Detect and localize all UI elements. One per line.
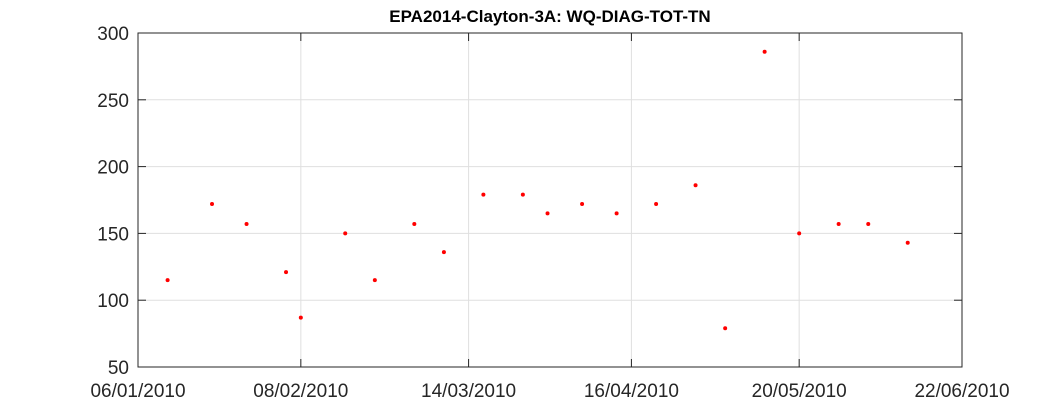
y-tick-label: 50	[108, 358, 129, 379]
data-point	[442, 250, 446, 254]
data-point	[837, 222, 841, 226]
y-tick-label: 150	[97, 224, 129, 245]
data-point	[906, 241, 910, 245]
data-point	[245, 222, 249, 226]
data-point	[166, 278, 170, 282]
data-point	[521, 193, 525, 197]
y-tick-label: 200	[97, 158, 129, 179]
data-point	[546, 211, 550, 215]
data-point	[797, 231, 801, 235]
x-tick-label: 08/02/2010	[253, 381, 348, 402]
x-tick-label: 20/05/2010	[752, 381, 847, 402]
data-point	[412, 222, 416, 226]
chart-title: EPA2014-Clayton-3A: WQ-DIAG-TOT-TN	[389, 7, 710, 26]
data-point	[723, 326, 727, 330]
data-point	[654, 202, 658, 206]
data-point	[343, 231, 347, 235]
x-tick-label: 06/01/2010	[90, 381, 185, 402]
y-tick-label: 100	[97, 291, 129, 312]
data-point	[210, 202, 214, 206]
data-point	[580, 202, 584, 206]
y-tick-label: 300	[97, 24, 129, 45]
data-point	[299, 316, 303, 320]
x-tick-label: 16/04/2010	[584, 381, 679, 402]
data-point	[866, 222, 870, 226]
data-point	[615, 211, 619, 215]
x-tick-label: 22/06/2010	[914, 381, 1009, 402]
data-point	[763, 50, 767, 54]
data-point	[373, 278, 377, 282]
x-tick-label: 14/03/2010	[421, 381, 516, 402]
data-point	[284, 270, 288, 274]
data-point	[481, 193, 485, 197]
data-point	[694, 183, 698, 187]
y-tick-label: 250	[97, 91, 129, 112]
